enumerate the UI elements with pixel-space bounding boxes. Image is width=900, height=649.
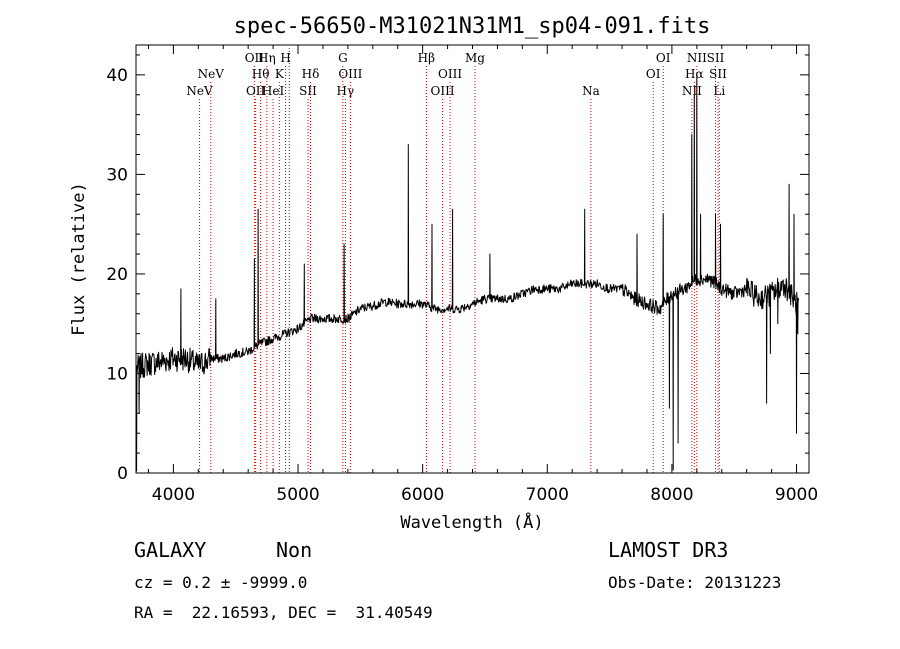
plot-frame: [135, 44, 810, 474]
line-marker-label: OIII: [338, 67, 362, 81]
x-tick-label: 9000: [775, 485, 818, 505]
line-marker-label: Na: [582, 84, 600, 98]
y-tick-label: 30: [106, 165, 128, 185]
line-marker-label: SII: [707, 51, 725, 65]
line-marker-label: OIII: [438, 67, 462, 81]
x-tick-label: 8000: [650, 485, 693, 505]
coordinates-text: RA = 22.16593, DEC = 31.40549: [134, 603, 433, 622]
spectrum-layer: [135, 74, 800, 472]
line-marker-label: SII: [299, 84, 317, 98]
line-marker-label: Mg: [465, 51, 485, 65]
line-marker-label: NeV: [186, 84, 213, 98]
line-marker-label: Hα: [685, 67, 704, 81]
line-marker-label: NII: [682, 84, 702, 98]
y-tick-label: 0: [117, 464, 128, 484]
x-tick-label: 5000: [276, 485, 319, 505]
y-tick-label: 10: [106, 364, 128, 384]
object-subclass: Non: [276, 538, 313, 562]
x-tick-label: 7000: [526, 485, 569, 505]
line-markers: NeVNeVOIIOIIHθHηHeIKHSIIHδGHγOIIIHβOIIIO…: [186, 48, 727, 473]
object-type: GALAXY: [134, 538, 207, 562]
line-marker-label: OII: [245, 51, 265, 65]
line-marker-label: Hθ: [252, 67, 270, 81]
obs-date: Obs-Date: 20131223: [608, 573, 782, 592]
y-axis-label: Flux (relative): [69, 182, 89, 336]
line-marker-label: G: [338, 51, 348, 65]
line-marker-label: H: [280, 51, 290, 65]
line-marker-label: K: [275, 67, 285, 81]
line-marker-label: OI: [656, 51, 671, 65]
line-marker-label: Li: [713, 84, 725, 98]
line-marker-label: NeV: [198, 67, 225, 81]
line-marker-label: Hδ: [302, 67, 320, 81]
line-marker-label: OIII: [431, 84, 455, 98]
line-marker-label: Hγ: [337, 84, 355, 98]
line-marker-label: Hβ: [418, 51, 435, 65]
x-axis-label: Wavelength (Å): [400, 511, 543, 533]
line-marker-label: NII: [687, 51, 707, 65]
line-marker-label: Hη: [258, 51, 276, 65]
y-axis-ticks: 0 10 20 30 40: [106, 54, 809, 484]
line-marker-label: OI: [646, 67, 661, 81]
y-tick-label: 40: [106, 66, 128, 86]
x-tick-label: 6000: [401, 485, 444, 505]
x-tick-label: 4000: [152, 485, 195, 505]
chart-title: spec-56650-M31021N31M1_sp04-091.fits: [234, 14, 711, 39]
redshift-text: cz = 0.2 ± -9999.0: [134, 573, 308, 592]
survey-name: LAMOST DR3: [608, 538, 729, 562]
spectrum-line: [135, 74, 800, 472]
line-marker-label: HeI: [262, 84, 285, 98]
line-marker-label: SII: [709, 67, 727, 81]
x-axis-ticks: 4000 5000 6000 7000 8000 9000: [147, 45, 818, 505]
y-tick-label: 20: [106, 265, 128, 285]
